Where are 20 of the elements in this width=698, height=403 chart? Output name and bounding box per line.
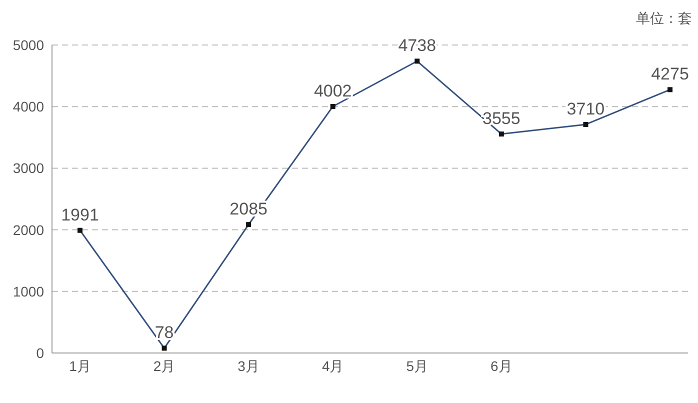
y-tick-label: 5000 bbox=[12, 36, 44, 53]
y-tick-label: 4000 bbox=[12, 98, 44, 115]
data-label: 4275 bbox=[651, 64, 689, 84]
data-label: 3555 bbox=[482, 109, 520, 128]
data-label: 1991 bbox=[61, 205, 99, 224]
data-label: 78 bbox=[154, 323, 174, 342]
y-tick-label: 2000 bbox=[12, 222, 44, 238]
data-label: 4002 bbox=[314, 81, 352, 100]
data-label: 4738 bbox=[398, 36, 436, 56]
x-tick-label: 2月 bbox=[153, 358, 176, 374]
text: 单位：套 bbox=[636, 10, 692, 28]
x-tick-label: 3月 bbox=[238, 358, 260, 374]
x-tick-label: 1月 bbox=[69, 358, 91, 374]
x-tick-label: 6月 bbox=[490, 358, 512, 374]
data-label: 3710 bbox=[566, 99, 605, 118]
y-tick-label: 3000 bbox=[12, 160, 44, 176]
y-tick-label: 1000 bbox=[12, 283, 44, 300]
x-tick-label: 5月 bbox=[406, 358, 428, 374]
y-tick-label: 0 bbox=[36, 344, 44, 361]
x-tick-label: 4月 bbox=[322, 358, 344, 374]
